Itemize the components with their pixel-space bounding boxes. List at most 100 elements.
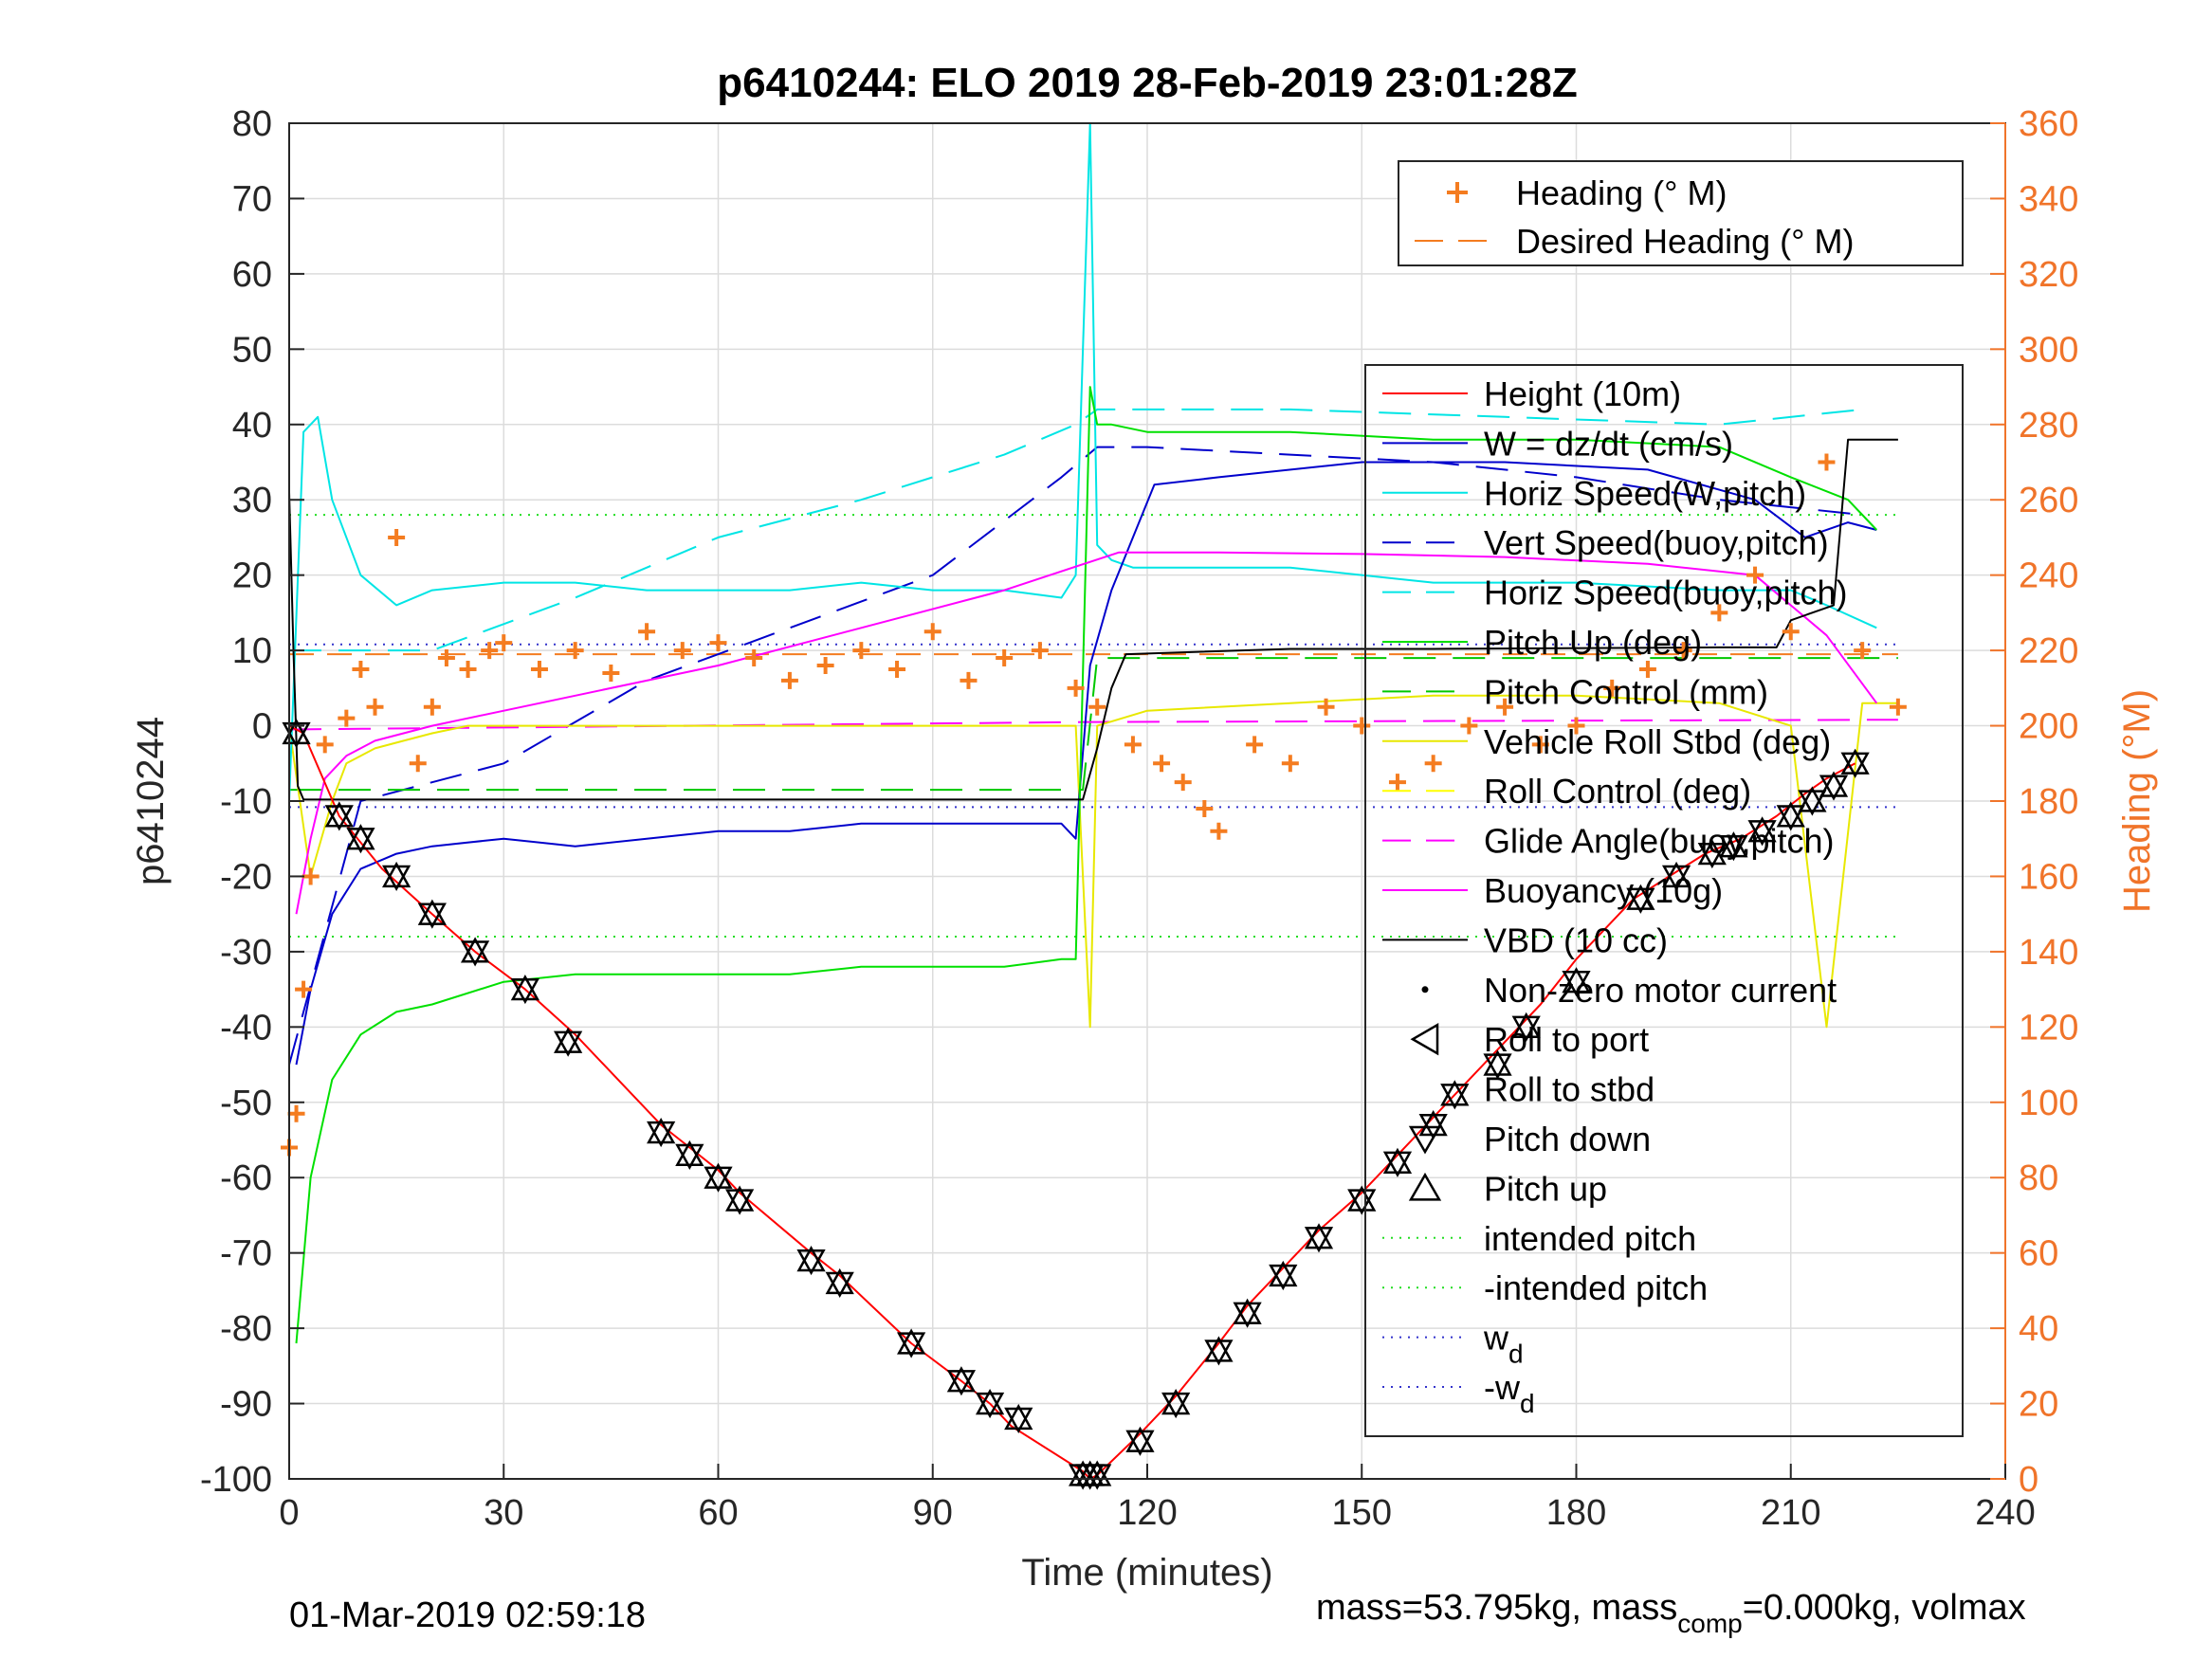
pitch-down-marker — [1562, 971, 1591, 997]
legend-swatch-tri-left — [1410, 1023, 1439, 1056]
pitch-down-marker — [346, 828, 375, 854]
y-tick-label: 30 — [232, 481, 272, 520]
pitch-up-marker — [282, 718, 311, 745]
heading-point — [287, 1104, 305, 1122]
legend-label: Roll Control (deg) — [1484, 772, 1751, 811]
y-right-tick-label: 180 — [2019, 782, 2078, 822]
series-pitch — [295, 386, 1878, 1344]
pitch-down-marker — [1304, 1227, 1334, 1253]
pitch-down-marker — [1269, 1264, 1298, 1291]
pitch-up-marker — [1233, 1298, 1262, 1324]
legend-label: Pitch down — [1484, 1120, 1651, 1158]
heading-point — [1460, 717, 1478, 735]
pitch-up-marker — [825, 1267, 854, 1295]
pitch-down-marker — [1747, 820, 1777, 847]
legend-label: Pitch Up (deg) — [1484, 623, 1702, 662]
legend-swatch-plus — [1447, 182, 1468, 203]
heading-point — [602, 664, 620, 682]
heading-point — [566, 642, 584, 660]
pitch-down-marker — [1511, 1015, 1541, 1042]
pitch-up-marker — [1382, 1147, 1413, 1174]
pitch-down-marker — [382, 865, 411, 892]
legend-label: intended pitch — [1484, 1219, 1696, 1258]
footer-mass: mass=53.795kg, masscomp=0.000kg, volmax — [1316, 1588, 2026, 1638]
legend-label: Pitch up — [1484, 1169, 1607, 1208]
pitch-up-marker — [1347, 1185, 1377, 1212]
heading-point — [388, 528, 406, 546]
marker-group — [281, 453, 1907, 1490]
chart-title: p6410244: ELO 2019 28-Feb-2019 23:01:28Z — [717, 60, 1577, 106]
y-right-tick-label: 200 — [2019, 707, 2078, 747]
legend-label: wd — [1483, 1319, 1524, 1369]
series-vbd — [288, 438, 1898, 801]
x-axis-label: Time (minutes) — [1021, 1552, 1272, 1594]
pitch-up-marker — [382, 861, 411, 888]
pitch-down-marker — [1161, 1392, 1191, 1419]
pitch-down-marker — [796, 1249, 826, 1276]
heading-point — [481, 642, 499, 660]
y-right-tick-label: 320 — [2019, 255, 2078, 295]
heading-point — [1818, 453, 1836, 471]
pitch-up-marker — [554, 1027, 583, 1053]
legend-label: Pitch Control (mm) — [1484, 672, 1768, 711]
pitch-up-marker — [1483, 1049, 1512, 1076]
x-tick-label: 90 — [913, 1493, 953, 1533]
y-right-tick-label: 220 — [2019, 631, 2078, 671]
y-tick-label: -20 — [220, 857, 272, 897]
x-tick-label: 30 — [484, 1493, 523, 1533]
pitch-up-marker — [1161, 1388, 1191, 1415]
pitch-down-marker — [282, 721, 311, 749]
reference-lines — [289, 514, 1898, 938]
legend-heading: Heading (° M) Desired Heading (° M) — [1398, 160, 1964, 266]
heading-point — [1424, 755, 1442, 773]
pitch-down-marker — [704, 1166, 733, 1193]
heading-point — [1210, 822, 1228, 840]
y-right-tick-label: 360 — [2019, 104, 2078, 144]
pitch-up-marker — [1125, 1426, 1155, 1452]
pitch-down-marker — [1661, 865, 1691, 892]
pitch-up-marker — [460, 937, 490, 963]
series-roll — [288, 694, 1898, 1029]
heading-point — [1710, 604, 1728, 622]
pitch-up-marker — [1626, 884, 1655, 910]
y-tick-label: -100 — [200, 1460, 272, 1500]
y-axis-right-label: Heading (°M) — [2116, 689, 2158, 913]
pitch-down-marker — [647, 1121, 676, 1148]
y-tick-label: -80 — [220, 1309, 272, 1349]
pitch-up-marker — [1418, 1110, 1448, 1137]
legend-swatch-dot — [1421, 986, 1429, 994]
pitch-up-marker — [1798, 786, 1827, 812]
legend-label: Roll to port — [1484, 1020, 1649, 1059]
y-right-tick-label: 300 — [2019, 330, 2078, 370]
series-height — [288, 724, 1856, 1480]
pitch-down-marker — [417, 902, 447, 929]
y-right-tick-label: 280 — [2019, 406, 2078, 446]
x-tick-label: 120 — [1117, 1493, 1177, 1533]
y-axis-label: p6410244 — [130, 717, 172, 885]
pitch-up-marker — [1819, 771, 1849, 797]
y-right-tick-label: 20 — [2019, 1385, 2058, 1425]
y-right-tick-label: 40 — [2019, 1309, 2058, 1349]
pitch-up-marker — [725, 1185, 755, 1212]
heading-point — [459, 660, 477, 678]
heading-point — [409, 755, 427, 773]
heading-point — [1638, 660, 1656, 678]
heading-point — [780, 671, 798, 689]
pitch-up-marker — [796, 1246, 826, 1272]
heading-point — [1124, 736, 1142, 754]
y-tick-label: -50 — [220, 1084, 272, 1123]
legend-label: -wd — [1484, 1368, 1535, 1418]
pitch-up-marker — [704, 1162, 733, 1189]
pitch-down-marker — [725, 1189, 755, 1215]
heading-point — [996, 649, 1014, 667]
pitch-down-marker — [510, 977, 539, 1005]
pitch-up-marker — [1440, 1080, 1470, 1106]
pitch-up-marker — [1661, 861, 1691, 888]
pitch-up-marker — [647, 1117, 676, 1144]
pitch-up-marker — [1719, 831, 1748, 858]
pitch-down-marker — [1776, 805, 1805, 831]
heading-point — [1317, 698, 1335, 716]
pitch-down-marker — [1204, 1340, 1234, 1366]
pitch-up-marker — [1840, 748, 1870, 775]
heading-point — [960, 671, 978, 689]
